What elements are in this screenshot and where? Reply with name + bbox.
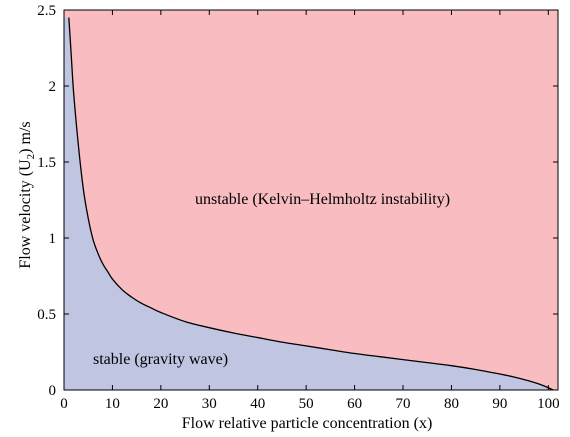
x-tick-label: 20 [153,396,168,412]
x-tick-label: 70 [396,396,411,412]
unstable-region-label: unstable (Kelvin–Helmholtz instability) [195,191,450,208]
plot-frame [63,9,559,391]
x-tick-label: 50 [299,396,314,412]
x-tick-label: 0 [60,396,68,412]
x-tick-label: 40 [250,396,265,412]
y-tick-label: 1 [49,231,57,247]
x-tick-label: 60 [347,396,362,412]
stable-region [64,17,558,390]
x-tick-label: 90 [492,396,507,412]
stable-region-label: stable (gravity wave) [93,351,228,368]
y-axis-label: Flow velocity (U2) m/s [17,121,37,268]
y-tick-label: 1.5 [37,155,56,171]
y-tick-label: 0.5 [37,307,56,323]
x-tick-label: 100 [537,396,560,412]
unstable-region [64,10,558,390]
y-axis-ticks: 0 0.5 1 1.5 2 2.5 [37,3,558,399]
x-axis-ticks: 0 10 20 30 40 50 60 70 80 90 100 [60,10,560,412]
x-tick-label: 80 [444,396,459,412]
boundary-line [68,17,554,391]
y-tick-label: 2.5 [37,3,56,19]
y-axis-label-subscript: 2 [25,154,37,160]
x-tick-label: 10 [105,396,120,412]
y-tick-label: 2 [49,79,57,95]
y-axis-label-tail: ) m/s [17,121,34,153]
x-axis-label: Flow relative particle concentration (x) [182,415,433,432]
y-tick-label: 0 [49,383,57,399]
y-axis-label-main: Flow velocity (U [17,159,34,269]
x-tick-label: 30 [202,396,217,412]
